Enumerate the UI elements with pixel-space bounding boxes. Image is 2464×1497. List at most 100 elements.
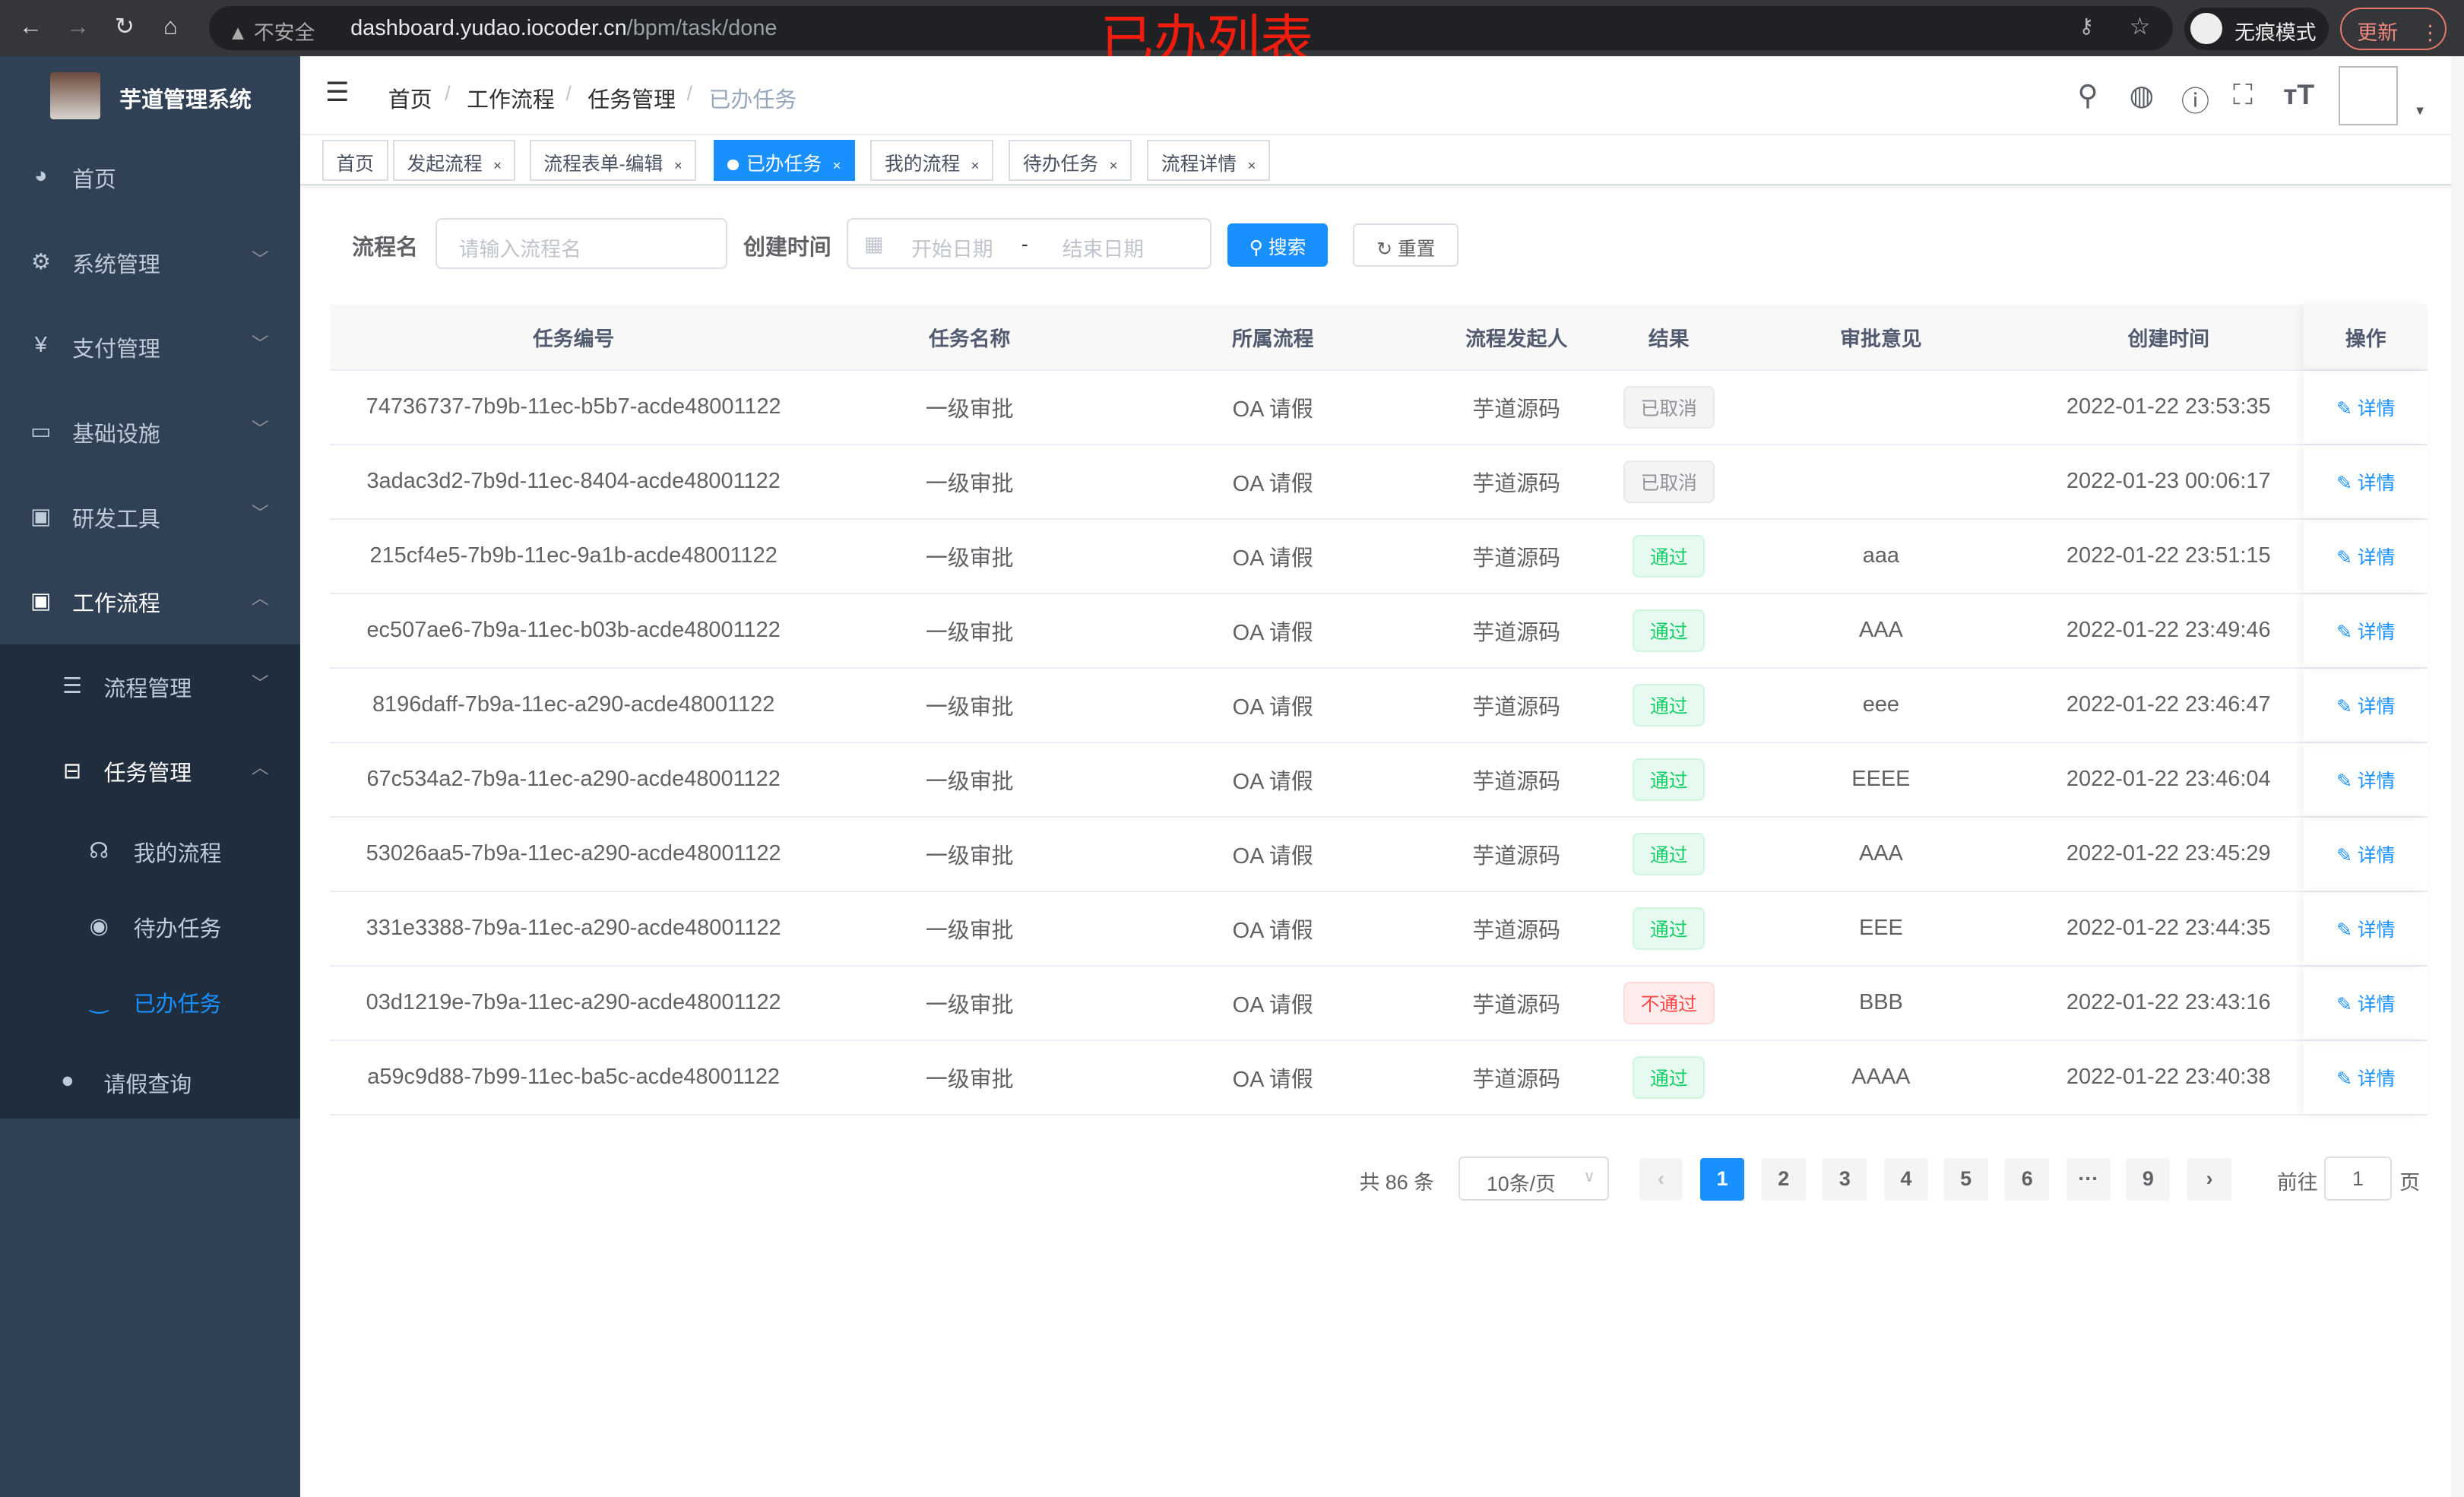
detail-link[interactable]: ✎ 详情 <box>2336 915 2395 942</box>
detail-link[interactable]: ✎ 详情 <box>2336 766 2395 793</box>
column-header[interactable]: 创建时间 <box>2127 328 2209 351</box>
scrollbar[interactable] <box>2451 56 2464 1497</box>
user-icon: ● <box>61 1068 74 1093</box>
sidebar-item-process-manage[interactable]: ☰ 流程管理 ﹀ <box>0 644 300 730</box>
tab-1[interactable]: 发起流程 × <box>392 140 516 181</box>
tab-6[interactable]: 流程详情 × <box>1147 140 1270 181</box>
page-button[interactable]: 5 <box>1943 1157 1988 1201</box>
task-id-cell: 3adac3d2-7b9d-11ec-8404-acde48001122 <box>366 469 781 494</box>
detail-link[interactable]: ✎ 详情 <box>2336 840 2395 868</box>
goto-page-input[interactable]: 1 <box>2323 1156 2392 1201</box>
detail-link[interactable]: ✎ 详情 <box>2336 543 2395 570</box>
star-icon[interactable]: ☆ <box>2129 12 2151 40</box>
home-icon[interactable]: ⌂ <box>163 12 178 40</box>
sidebar-item-task-manage[interactable]: ⊟ 任务管理 ︿ <box>0 729 300 814</box>
detail-label: 详情 <box>2357 398 2396 419</box>
sidebar-item-infra[interactable]: ▭ 基础设施 ﹀ <box>0 390 300 475</box>
column-header[interactable]: 结果 <box>1648 328 1690 351</box>
column-header[interactable]: 任务名称 <box>928 328 1011 351</box>
detail-link[interactable]: ✎ 详情 <box>2336 468 2395 495</box>
page-button[interactable]: 1 <box>1700 1157 1745 1201</box>
chevron-down-icon: ﹀ <box>251 248 269 269</box>
tab-0[interactable]: 首页 <box>321 140 388 181</box>
sidebar-item-my-process[interactable]: ☊ 我的流程 <box>0 814 300 889</box>
breadcrumb-task[interactable]: 任务管理 <box>587 87 676 112</box>
sidebar-item-todo[interactable]: ◉ 待办任务 <box>0 889 300 964</box>
help-icon[interactable]: ⓘ <box>2181 85 2210 118</box>
sidebar-item-pay[interactable]: ¥ 支付管理 ﹀ <box>0 305 300 390</box>
caret-down-icon[interactable]: ▼ <box>2413 103 2427 119</box>
sidebar-item-leave[interactable]: ● 请假查询 <box>0 1040 300 1125</box>
comment-cell: EEE <box>1858 916 1903 941</box>
reset-button[interactable]: ↻ 重置 <box>1353 223 1459 267</box>
refresh-icon: ↻ <box>1376 239 1398 260</box>
create-time-cell: 2022-01-22 23:40:38 <box>2066 1065 2271 1090</box>
fullscreen-icon[interactable]: ⛶ <box>2233 78 2253 111</box>
url-text[interactable]: dashboard.yudao.iocoder.cn/bpm/task/done <box>350 15 778 40</box>
page-button[interactable]: 4 <box>1884 1157 1928 1201</box>
hamburger-icon[interactable]: ☰ <box>325 78 350 108</box>
detail-link[interactable]: ✎ 详情 <box>2336 617 2395 644</box>
github-icon[interactable]: ◍ <box>2129 79 2155 112</box>
next-page-button[interactable]: › <box>2187 1157 2231 1201</box>
column-header[interactable]: 操作 <box>2304 305 2428 369</box>
tab-5[interactable]: 待办任务 × <box>1009 140 1132 181</box>
page-button[interactable]: 6 <box>2005 1157 2050 1201</box>
address-bar[interactable]: ▲ 不安全 dashboard.yudao.iocoder.cn/bpm/tas… <box>208 6 2174 51</box>
breadcrumb-home[interactable]: 首页 <box>388 87 432 112</box>
column-header[interactable]: 审批意见 <box>1840 328 1922 351</box>
breadcrumb-workflow[interactable]: 工作流程 <box>467 87 555 112</box>
close-icon[interactable]: × <box>493 157 502 174</box>
tab-4[interactable]: 我的流程 × <box>870 140 994 181</box>
sidebar-item-system[interactable]: ⚙ 系统管理 ﹀ <box>0 220 300 305</box>
sidebar-item-home[interactable]: ◕ 首页 <box>0 135 300 220</box>
column-header[interactable]: 任务编号 <box>532 328 615 351</box>
close-icon[interactable]: × <box>832 157 841 174</box>
create-time-cell: 2022-01-22 23:43:16 <box>2066 990 2271 1015</box>
sidebar-item-devtools[interactable]: ▣ 研发工具 ﹀ <box>0 474 300 559</box>
sidebar-item-workflow[interactable]: ▣ 工作流程 ︿ <box>0 559 300 644</box>
menu-label: 研发工具 <box>72 507 160 532</box>
result-cell: 不通过 <box>1609 967 1728 1040</box>
initiator-cell: 芋道源码 <box>1472 843 1561 869</box>
key-icon[interactable]: ⚷ <box>2079 14 2095 37</box>
page-button[interactable]: 3 <box>1823 1157 1867 1201</box>
result-badge: 通过 <box>1633 832 1705 876</box>
page-size-select[interactable]: 10条/页 ∨ <box>1458 1156 1610 1201</box>
tab-3[interactable]: 已办任务 × <box>713 140 856 181</box>
close-icon[interactable]: × <box>971 157 980 174</box>
sidebar-item-done[interactable]: ‿ 已办任务 <box>0 964 300 1040</box>
detail-link[interactable]: ✎ 详情 <box>2336 692 2395 719</box>
page-button[interactable]: 9 <box>2126 1157 2171 1201</box>
menu-label: 基础设施 <box>72 422 160 447</box>
avatar[interactable] <box>2338 65 2399 126</box>
incognito-indicator[interactable]: 无痕模式 <box>2184 8 2329 51</box>
back-icon[interactable]: ← <box>18 12 43 40</box>
end-date-input[interactable]: 结束日期 <box>1062 237 1145 261</box>
create-time-cell: 2022-01-22 23:53:35 <box>2066 394 2271 419</box>
reload-icon[interactable]: ↻ <box>114 12 135 40</box>
close-icon[interactable]: × <box>673 157 683 174</box>
start-date-input[interactable]: 开始日期 <box>911 237 993 261</box>
prev-page-button[interactable]: ‹ <box>1639 1157 1683 1201</box>
search-icon[interactable]: ⚲ <box>2077 79 2098 112</box>
font-size-icon[interactable]: тT <box>2283 78 2315 111</box>
detail-link[interactable]: ✎ 详情 <box>2336 1064 2395 1091</box>
process-name-input[interactable]: 请输入流程名 <box>435 218 728 269</box>
update-button[interactable]: 更新 ⋮ <box>2339 8 2447 51</box>
chevron-down-icon: ﹀ <box>251 503 269 524</box>
page-button[interactable]: ··· <box>2066 1157 2111 1201</box>
column-header[interactable]: 所属流程 <box>1232 328 1314 351</box>
page-button[interactable]: 2 <box>1761 1157 1806 1201</box>
detail-link[interactable]: ✎ 详情 <box>2336 989 2395 1017</box>
result-cell: 已取消 <box>1609 371 1728 444</box>
close-icon[interactable]: × <box>1109 157 1118 174</box>
search-button[interactable]: ⚲ 搜索 <box>1227 223 1329 267</box>
column-header[interactable]: 流程发起人 <box>1465 328 1568 351</box>
date-range-picker[interactable]: ▦ 开始日期 - 结束日期 <box>847 218 1212 269</box>
detail-link[interactable]: ✎ 详情 <box>2336 394 2395 421</box>
close-icon[interactable]: × <box>1247 157 1256 174</box>
tab-label: 发起流程 <box>407 154 483 176</box>
forward-icon[interactable]: → <box>65 12 90 40</box>
tab-2[interactable]: 流程表单-编辑 × <box>529 140 697 181</box>
